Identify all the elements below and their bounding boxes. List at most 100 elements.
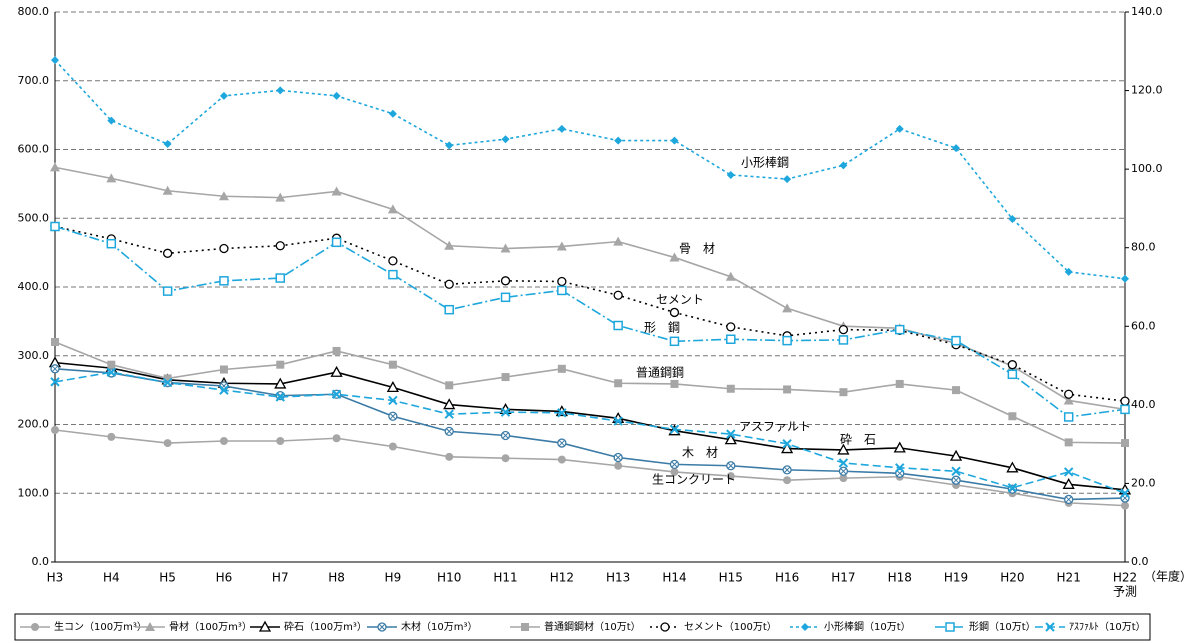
marker [952, 144, 961, 153]
y-tick-label: 300.0 [18, 349, 50, 362]
marker [521, 623, 529, 631]
legend-label: セメント（100万t） [684, 621, 777, 633]
marker-part [669, 252, 680, 262]
y2-tick-label: 80.0 [1131, 241, 1156, 254]
x-tick-label: H14 [662, 571, 686, 585]
marker-part [444, 279, 454, 289]
marker-part [1064, 438, 1073, 447]
marker-part [501, 373, 510, 382]
marker-part [557, 455, 566, 464]
legend-label: 砕石（100万m³） [284, 621, 367, 633]
marker-part [614, 136, 623, 145]
marker [501, 135, 510, 144]
series-line [54, 341, 1126, 444]
marker-part [219, 243, 229, 254]
marker [838, 466, 849, 476]
marker-part [783, 175, 792, 184]
marker [388, 442, 397, 451]
marker-part [218, 191, 229, 201]
marker [557, 455, 566, 464]
marker-part [781, 442, 794, 454]
marker-part [614, 461, 623, 470]
x-tick-label: H19 [944, 571, 968, 585]
marker-part [107, 116, 116, 125]
marker-part [275, 273, 286, 283]
marker [557, 364, 566, 373]
y2-tick-label: 100.0 [1131, 162, 1163, 175]
legend-label: 普通鋼鋼材（10万t） [544, 620, 641, 633]
marker-part [782, 439, 792, 449]
x-tick-label: H8 [328, 571, 345, 585]
marker-part [1007, 360, 1018, 370]
marker-part [727, 462, 735, 470]
marker [1063, 395, 1074, 405]
marker-part [670, 379, 679, 388]
marker-part [445, 428, 453, 435]
marker-part [1062, 477, 1075, 489]
marker [388, 360, 397, 369]
marker [895, 468, 905, 478]
x-tick-label: H9 [385, 571, 402, 585]
marker-part [952, 386, 961, 395]
marker-part [839, 388, 848, 397]
marker [783, 476, 792, 485]
marker-part [389, 412, 397, 420]
marker-part [949, 449, 963, 461]
series-line [54, 166, 1126, 411]
marker-part [219, 365, 228, 374]
marker-part [671, 461, 678, 468]
marker [1008, 412, 1017, 421]
legend-label: 骨材（100万m³） [169, 620, 252, 633]
marker [219, 385, 229, 395]
marker [1006, 461, 1019, 473]
marker [500, 292, 511, 303]
x-tick-label: H13 [606, 571, 630, 585]
marker-part [557, 124, 566, 133]
marker-part [1008, 412, 1017, 421]
marker-part [1120, 488, 1130, 498]
marker [557, 276, 567, 287]
marker [724, 433, 737, 445]
marker-part [726, 170, 735, 179]
marker [331, 389, 342, 399]
legend-label: 生コン（100万m³） [54, 620, 147, 633]
marker-part [107, 360, 116, 369]
marker [106, 173, 117, 183]
marker [782, 335, 792, 346]
marker [670, 467, 679, 476]
marker [106, 367, 117, 377]
marker [330, 365, 343, 377]
marker-part [500, 407, 511, 417]
x-tick-label: H17 [831, 571, 855, 585]
marker-part [1121, 439, 1129, 448]
marker-part [51, 56, 59, 65]
marker [894, 324, 905, 335]
marker [726, 322, 736, 332]
marker [726, 461, 736, 471]
x-tick-label: H3 [47, 571, 64, 585]
marker [801, 623, 809, 631]
marker [726, 429, 736, 439]
marker [106, 238, 117, 249]
marker-part [31, 623, 39, 631]
marker [557, 285, 567, 296]
marker [669, 336, 680, 347]
marker [782, 465, 792, 475]
marker [726, 472, 735, 481]
marker-part [501, 135, 510, 144]
x-tick-label: H4 [103, 571, 120, 585]
marker [275, 241, 285, 251]
marker-part [501, 454, 510, 463]
marker-part [556, 241, 567, 251]
marker-part [51, 338, 59, 346]
marker-part [444, 304, 454, 315]
legend-label: ｱｽﾌｧﾙﾄ（10万t） [1069, 621, 1146, 633]
marker [162, 185, 173, 195]
marker [670, 379, 679, 388]
annotation: 骨 材 [679, 242, 715, 256]
marker [445, 141, 454, 150]
marker-part [275, 192, 286, 202]
marker [332, 91, 341, 100]
y2-tick-label: 20.0 [1131, 476, 1156, 489]
marker-part [669, 424, 680, 435]
